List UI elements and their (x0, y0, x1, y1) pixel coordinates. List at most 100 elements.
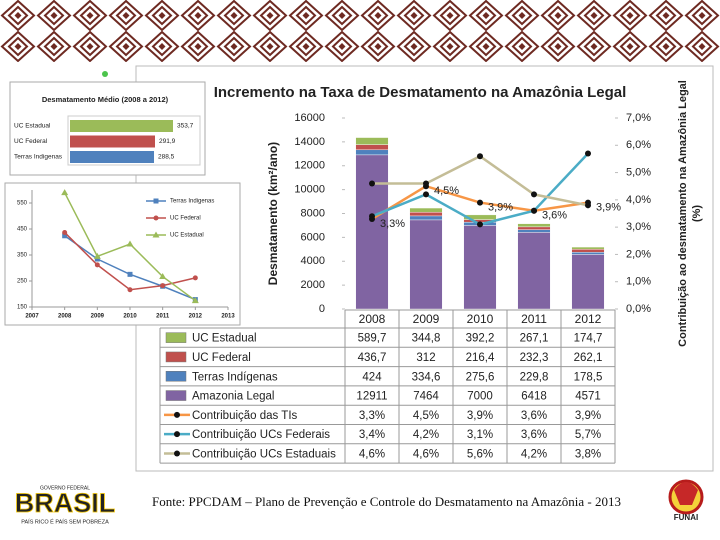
table-cell: 5,7% (575, 429, 601, 441)
source-note: Fonte: PPCDAM – Plano de Prevenção e Con… (152, 494, 622, 509)
marker (477, 153, 483, 160)
table-cell: 5,6% (467, 448, 493, 460)
y2-tick-label: 3,0% (626, 221, 651, 233)
plot-frame (67, 115, 201, 166)
table-cell: 4,5% (413, 410, 439, 422)
value-label: 291,9 (159, 138, 176, 145)
y-tick-label: 450 (17, 227, 28, 233)
data-label: 3,6% (542, 210, 567, 222)
marker (127, 271, 133, 277)
table-cell: 3,4% (359, 429, 385, 441)
table-cell: 424 (362, 371, 382, 383)
legend-label: UC Estadual (170, 233, 204, 239)
marker (585, 150, 591, 157)
legend-key (165, 390, 187, 401)
legend-label: Contribuição UCs Estaduais (192, 448, 336, 460)
y2-tick-label: 4,0% (626, 194, 651, 206)
marker (369, 180, 375, 187)
table-cell: 344,8 (412, 333, 441, 345)
legend-label: Terras Indígenas (192, 371, 278, 383)
bar-segment (409, 215, 443, 221)
marker (192, 275, 198, 281)
table-cell: 262,1 (574, 352, 603, 364)
table-cell: 3,6% (521, 429, 547, 441)
marker (191, 297, 199, 304)
legend-marker (152, 231, 160, 238)
marker (477, 221, 483, 228)
y-tick-label: 8000 (301, 207, 325, 219)
bar-segment (517, 229, 551, 233)
x-tick-label: 2013 (221, 314, 235, 320)
legend-label: Terras Indigenas (170, 199, 214, 205)
marker (94, 262, 100, 268)
x-tick-label: 2007 (25, 314, 39, 320)
legend-key (165, 371, 187, 382)
marker (531, 191, 537, 198)
bar-segment (571, 246, 605, 250)
legend-label: UC Estadual (192, 333, 257, 345)
marker (127, 287, 133, 293)
bar-segment (355, 144, 389, 151)
x-tick-label: 2012 (189, 314, 203, 320)
table-cell: 312 (416, 352, 435, 364)
bar (70, 135, 156, 148)
marker (477, 199, 483, 206)
marker (585, 202, 591, 209)
bar-segment (409, 207, 443, 213)
y2-tick-label: 1,0% (626, 276, 651, 288)
data-label: 3,9% (488, 201, 513, 213)
table-cell: 12911 (356, 391, 387, 403)
marker (423, 180, 429, 187)
y-tick-label: 10000 (294, 184, 325, 196)
category-label: UC Estadual (14, 123, 51, 130)
y-tick-label: 12000 (294, 160, 325, 172)
y2-tick-label: 5,0% (626, 166, 651, 178)
category-label: UC Federal (14, 138, 48, 145)
selection-handle (102, 71, 108, 77)
legend-label: UC Federal (192, 352, 251, 364)
y-axis-label: Desmatamento (km²/ano) (266, 142, 280, 285)
marker (423, 191, 429, 198)
y-tick-label: 0 (319, 303, 325, 315)
marker (62, 233, 68, 239)
chart-title: Desmatamento Médio (2008 a 2012) (42, 95, 169, 104)
legend-label: Contribuição das TIs (192, 410, 298, 422)
bar-segment (355, 149, 389, 156)
marker (369, 213, 375, 220)
table-cell: 4571 (575, 391, 601, 403)
bar (70, 120, 173, 132)
table-cell: 267,1 (520, 333, 549, 345)
table-cell: 275,6 (466, 371, 495, 383)
table-cell: 7464 (413, 391, 439, 403)
y-tick-label: 2000 (301, 279, 325, 291)
table-cell: 3,6% (521, 410, 547, 422)
x-tick-label: 2011 (156, 314, 170, 320)
bar-segment (463, 214, 497, 220)
y-tick-label: 6000 (301, 231, 325, 243)
legend-label: UC Federal (170, 216, 201, 222)
bar-segment (409, 211, 443, 217)
bar-segment (463, 225, 497, 310)
y-tick-label: 550 (17, 201, 28, 207)
marker (62, 229, 68, 235)
table-cell: 4,6% (413, 448, 439, 460)
legend-marker (174, 431, 180, 438)
x-tick-label: 2010 (123, 314, 137, 320)
value-label: 288,5 (158, 154, 175, 161)
legend-key (165, 332, 187, 343)
bar-segment (355, 154, 389, 310)
table-cell: 589,7 (358, 333, 387, 345)
x-tick-label: 2011 (521, 312, 547, 326)
marker (126, 240, 134, 247)
chart-title: Incremento na Taxa de Desmatamento na Am… (214, 84, 627, 101)
logo-slogan: PAÍS RICO É PAÍS SEM POBREZA (21, 518, 109, 525)
table-cell: 392,2 (466, 333, 495, 345)
legend-label: Amazonia Legal (192, 391, 274, 403)
legend-marker (174, 411, 180, 418)
y2-axis-label: Contribuição ao desmatamento na Amazônia… (677, 80, 689, 347)
y2-tick-label: 6,0% (626, 139, 651, 151)
table-cell: 3,8% (575, 448, 601, 460)
x-tick-label: 2009 (91, 314, 105, 320)
legend-marker (174, 450, 180, 457)
